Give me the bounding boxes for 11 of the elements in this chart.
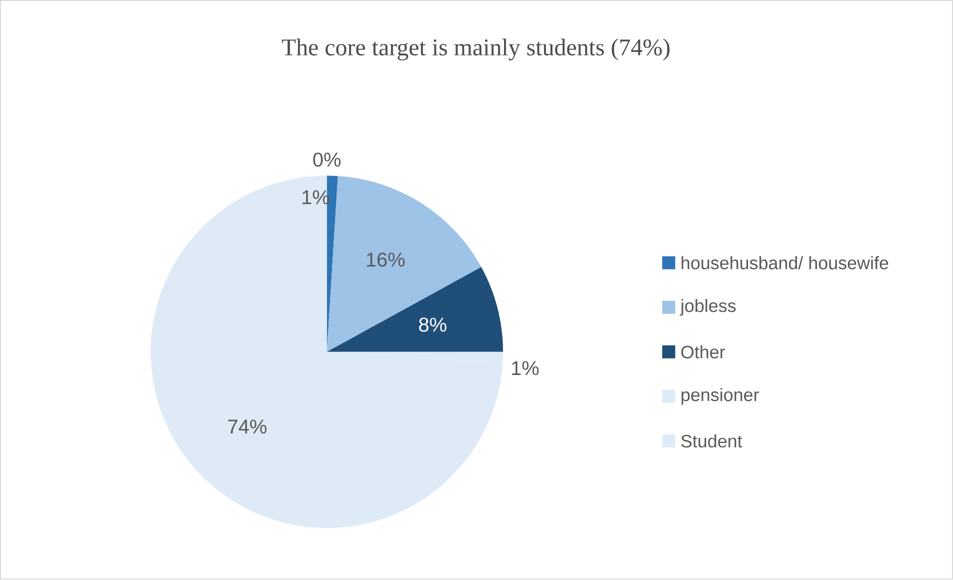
legend-label: househusband/ housewife [682,256,888,270]
text: 0% [313,152,341,167]
chart-title: The core target is mainly students (74%) [282,38,670,61]
legend-label: Student [681,434,742,448]
data-label: 16% [366,252,405,267]
data-label: 1% [512,361,539,376]
data-label: 8% [419,318,446,332]
legend-label: jobless [680,299,736,316]
legend-label: pensioner [682,388,759,405]
legend-label: Other [681,345,726,359]
data-label: 74% [228,420,266,434]
